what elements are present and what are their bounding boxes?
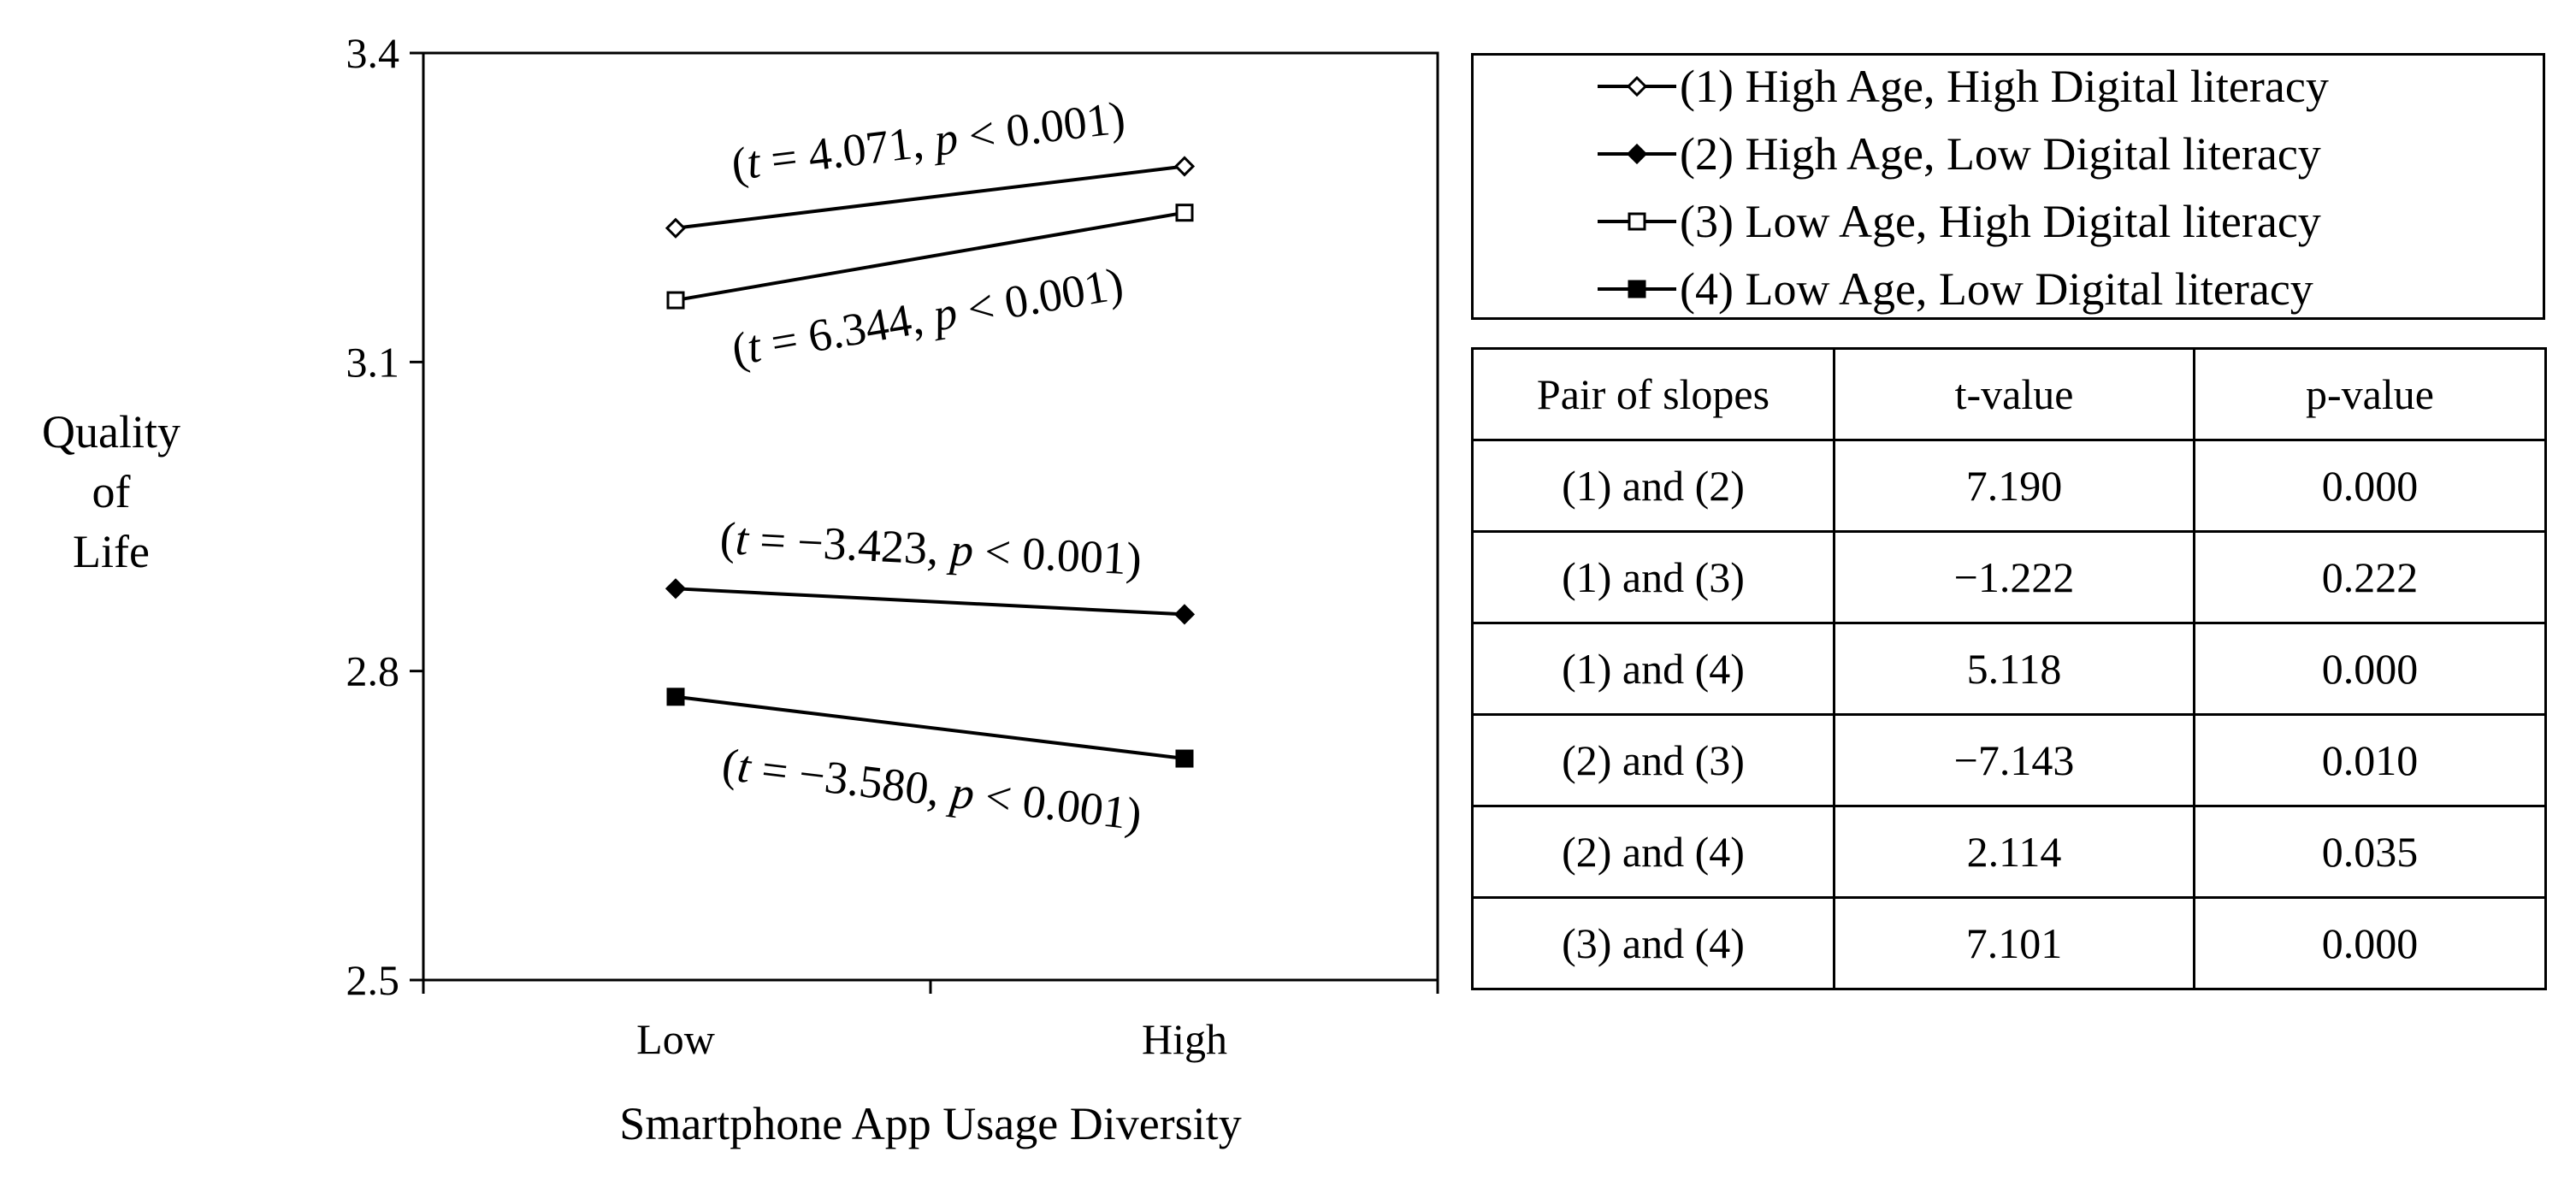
series-3-line xyxy=(675,210,1185,303)
series-3-annotation: (t = 6.344, p < 0.001) xyxy=(728,257,1126,375)
table-cell: −7.143 xyxy=(1833,713,2195,807)
legend-label-4: (4) Low Age, Low Digital literacy xyxy=(1680,263,2313,315)
table-header-cell: p-value xyxy=(2193,347,2547,441)
table-row: (2) and (4) 2.114 0.035 xyxy=(1471,805,2547,899)
series-1-point xyxy=(665,217,687,239)
series-2-point xyxy=(1173,604,1196,625)
series-4-annotation: (t = −3.580, p < 0.001) xyxy=(719,738,1144,840)
x-tick-label: High xyxy=(1142,1015,1227,1063)
y-tick-label: 2.8 xyxy=(346,647,400,695)
legend-label-2: (2) High Age, Low Digital literacy xyxy=(1680,128,2321,180)
legend-label-3: (3) Low Age, High Digital literacy xyxy=(1680,196,2321,247)
legend-marker-1 xyxy=(1626,75,1648,97)
table-cell: (1) and (4) xyxy=(1471,622,1835,716)
table-header-cell: t-value xyxy=(1833,347,2195,441)
x-axis-label: Smartphone App Usage Diversity xyxy=(619,1098,1241,1149)
table-cell: 2.114 xyxy=(1833,805,2195,899)
table-cell: 7.190 xyxy=(1833,439,2195,533)
plot-area xyxy=(422,51,1439,982)
y-tick-label: 3.1 xyxy=(346,338,400,386)
y-axis-label-line-1: Quality xyxy=(42,406,180,458)
table-row: (1) and (3) −1.222 0.222 xyxy=(1471,530,2547,624)
y-tick-label: 2.5 xyxy=(346,956,400,1004)
table-cell: 0.000 xyxy=(2193,439,2547,533)
y-tick-label: 3.4 xyxy=(346,29,400,77)
table-cell: (2) and (4) xyxy=(1471,805,1835,899)
y-axis-label-line-2: of xyxy=(92,466,131,517)
table-row: (3) and (4) 7.101 0.000 xyxy=(1471,896,2547,990)
table-cell: (2) and (3) xyxy=(1471,713,1835,807)
table-row: (2) and (3) −7.143 0.010 xyxy=(1471,713,2547,807)
table-cell: 0.035 xyxy=(2193,805,2547,899)
series-3-point xyxy=(1175,204,1194,222)
table-header-cell: Pair of slopes xyxy=(1471,347,1835,441)
legend-marker-3 xyxy=(1628,212,1646,231)
series-1-annotation: (t = 4.071, p < 0.001) xyxy=(729,92,1128,190)
x-tick-label: Low xyxy=(636,1015,715,1063)
legend-label-1: (1) High Age, High Digital literacy xyxy=(1680,61,2329,112)
legend-marker-4 xyxy=(1628,280,1646,298)
series-2-point xyxy=(665,578,687,599)
legend-marker-2 xyxy=(1626,143,1648,165)
table-cell: −1.222 xyxy=(1833,530,2195,624)
slope-comparison-table: Pair of slopes t-value p-value (1) and (… xyxy=(1471,347,2547,990)
series-2-line xyxy=(675,587,1185,617)
table-cell: 5.118 xyxy=(1833,622,2195,716)
series-4-point xyxy=(1175,749,1194,768)
y-axis-label-line-3: Life xyxy=(73,526,150,577)
table-row: (1) and (4) 5.118 0.000 xyxy=(1471,622,2547,716)
series-1-point xyxy=(1173,156,1196,177)
table-cell: 0.222 xyxy=(2193,530,2547,624)
table-cell: 7.101 xyxy=(1833,896,2195,990)
table-cell: 0.000 xyxy=(2193,622,2547,716)
series-2-annotation: (t = −3.423, p < 0.001) xyxy=(719,512,1143,585)
table-header-row: Pair of slopes t-value p-value xyxy=(1471,347,2547,441)
series-1-line xyxy=(675,164,1185,230)
table-cell: 0.000 xyxy=(2193,896,2547,990)
series-4-line xyxy=(675,694,1185,761)
series-4-point xyxy=(666,688,685,706)
table-cell: (1) and (2) xyxy=(1471,439,1835,533)
table-cell: (3) and (4) xyxy=(1471,896,1835,990)
series-3-point xyxy=(666,291,685,310)
table-row: (1) and (2) 7.190 0.000 xyxy=(1471,439,2547,533)
table-cell: (1) and (3) xyxy=(1471,530,1835,624)
legend xyxy=(1471,53,2545,320)
table-cell: 0.010 xyxy=(2193,713,2547,807)
